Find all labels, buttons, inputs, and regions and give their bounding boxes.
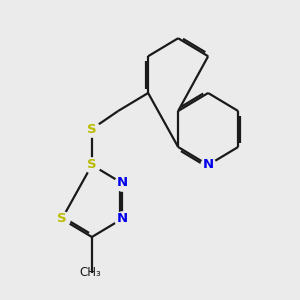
Text: N: N <box>116 176 128 190</box>
Text: CH₃: CH₃ <box>79 266 101 280</box>
Text: S: S <box>87 158 97 172</box>
Text: N: N <box>202 158 214 172</box>
Text: N: N <box>116 212 128 226</box>
Text: S: S <box>57 212 67 226</box>
Text: S: S <box>87 122 97 136</box>
